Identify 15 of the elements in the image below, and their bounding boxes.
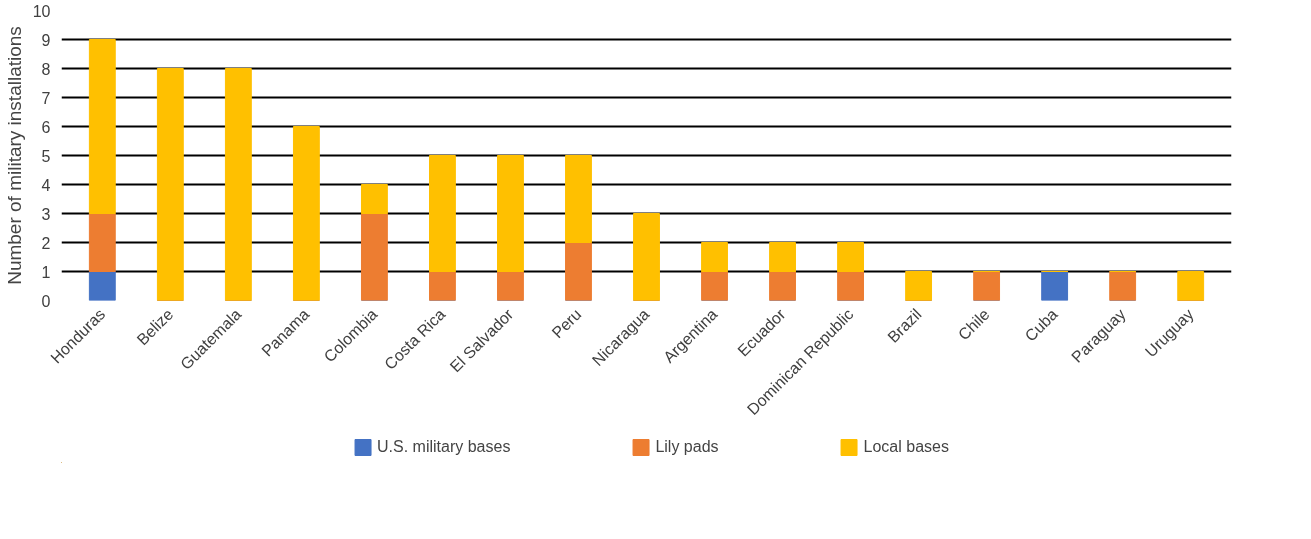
y-tick-label: 6 [41, 118, 51, 136]
y-tick-label: 4 [41, 176, 51, 194]
y-tick-label: 5 [41, 147, 51, 165]
y-tick-label: 10 [32, 2, 51, 20]
y-tick-label: 2 [41, 234, 51, 252]
y-tick-label: 9 [41, 31, 51, 49]
y-axis-title: Number of military installations [3, 26, 25, 285]
legend-label: Lily pads [655, 438, 719, 456]
y-tick-label: 3 [41, 205, 51, 223]
legend-label: Local bases [863, 438, 949, 456]
y-tick-label: 1 [41, 263, 51, 281]
legend-label: U.S. military bases [377, 438, 511, 456]
y-tick-label: 7 [41, 89, 51, 107]
y-tick-label: 8 [41, 60, 51, 78]
y-tick-label: 0 [41, 292, 51, 310]
